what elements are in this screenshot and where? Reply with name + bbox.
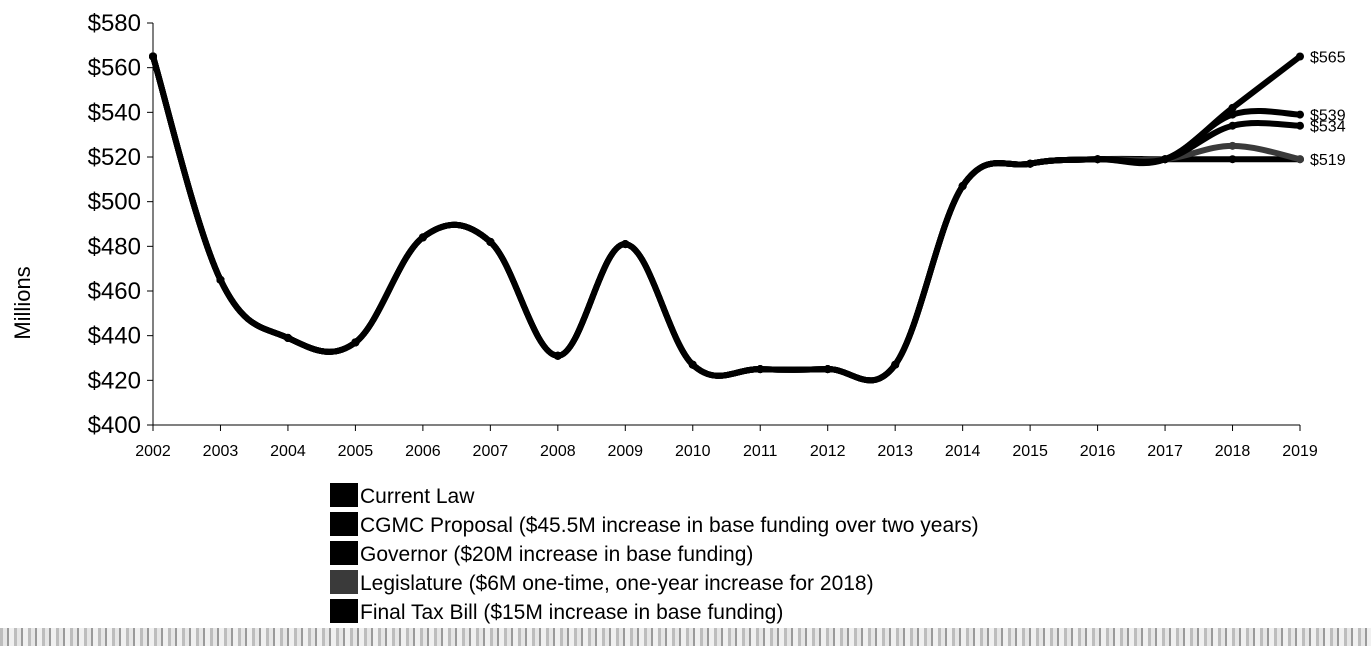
data-point <box>1296 52 1304 61</box>
x-tick-label: 2013 <box>877 443 913 460</box>
data-point <box>1228 155 1237 164</box>
y-axis: $400 $420 $440 $460 $480 $500 $520 $540 $560 $580 <box>88 10 154 439</box>
x-axis: 2002 2003 2004 2005 2006 2007 2008 2009 2010 2011… <box>135 424 1318 460</box>
data-point <box>688 360 697 369</box>
y-tick-label: $460 <box>88 278 141 305</box>
data-point <box>486 237 495 246</box>
legend-label: Legislature ($6M one-time, one-year incr… <box>360 572 874 595</box>
x-tick-label: 2011 <box>743 443 778 460</box>
x-tick-label: 2003 <box>203 443 239 460</box>
y-tick-label: $520 <box>88 144 141 171</box>
end-value-label: $539 <box>1310 108 1346 125</box>
y-tick-label: $480 <box>88 233 141 260</box>
data-point <box>283 333 292 342</box>
data-point <box>418 233 427 242</box>
data-point <box>1296 155 1304 164</box>
x-tick-label: 2015 <box>1012 443 1048 460</box>
y-tick-label: $400 <box>88 412 141 439</box>
series-3 <box>149 52 1304 384</box>
legend-swatch <box>330 541 358 565</box>
series-1 <box>149 52 1304 384</box>
legend-swatch <box>330 599 358 623</box>
y-axis-label: Millions <box>10 266 35 339</box>
data-point <box>958 182 967 191</box>
x-tick-label: 2004 <box>270 443 306 460</box>
y-tick-label: $420 <box>88 367 141 394</box>
data-point <box>216 275 225 284</box>
end-value-label: $534 <box>1310 119 1346 136</box>
y-tick-label: $500 <box>88 189 141 216</box>
series-line <box>150 53 1303 384</box>
data-point <box>553 351 562 360</box>
data-point <box>1296 110 1304 119</box>
x-tick-label: 2019 <box>1282 443 1318 460</box>
data-point <box>1228 121 1237 130</box>
data-point <box>149 52 157 61</box>
legend-item: CGMC Proposal ($45.5M increase in base f… <box>330 512 979 537</box>
x-tick-label: 2008 <box>540 443 576 460</box>
data-point <box>1228 103 1237 112</box>
y-tick-label: $580 <box>88 10 141 37</box>
legend-label: Final Tax Bill ($15M increase in base fu… <box>360 601 783 624</box>
series-2 <box>149 52 1304 384</box>
data-point <box>891 360 900 369</box>
series-4 <box>149 52 1304 384</box>
end-value-label: $565 <box>1310 50 1346 67</box>
series-layer <box>149 52 1304 384</box>
series-line <box>150 53 1303 384</box>
x-tick-label: 2018 <box>1215 443 1251 460</box>
end-labels: $565 $539$534 $519 <box>1310 50 1346 170</box>
series-0 <box>149 52 1304 384</box>
end-value-label: $519 <box>1310 152 1346 169</box>
data-point <box>1093 155 1102 164</box>
x-tick-label: 2012 <box>810 443 846 460</box>
legend-item: Final Tax Bill ($15M increase in base fu… <box>330 599 783 624</box>
x-tick-label: 2005 <box>338 443 374 460</box>
data-point <box>1228 141 1237 150</box>
x-tick-label: 2017 <box>1147 443 1183 460</box>
data-point <box>1026 159 1035 168</box>
x-tick-label: 2014 <box>945 443 981 460</box>
legend-label: Current Law <box>360 485 475 508</box>
x-tick-label: 2009 <box>607 443 643 460</box>
legend-item: Current Law <box>330 483 475 508</box>
legend-swatch <box>330 512 358 536</box>
x-tick-label: 2010 <box>675 443 711 460</box>
data-point <box>351 338 360 347</box>
legend-item: Governor ($20M increase in base funding) <box>330 541 753 566</box>
data-point <box>756 365 765 374</box>
legend-swatch <box>330 483 358 507</box>
legend: Current Law CGMC Proposal ($45.5M increas… <box>330 483 979 624</box>
data-point <box>1296 121 1304 130</box>
y-tick-label: $540 <box>88 99 141 126</box>
series-line <box>150 53 1303 384</box>
x-tick-label: 2006 <box>405 443 441 460</box>
series-line <box>150 53 1303 384</box>
x-tick-label: 2007 <box>473 443 509 460</box>
series-line <box>150 53 1303 384</box>
data-point <box>621 240 630 249</box>
legend-label: CGMC Proposal ($45.5M increase in base f… <box>360 514 979 537</box>
legend-item: Legislature ($6M one-time, one-year incr… <box>330 570 874 595</box>
y-tick-label: $560 <box>88 55 141 82</box>
x-tick-label: 2002 <box>135 443 171 460</box>
legend-swatch <box>330 570 358 594</box>
x-tick-label: 2016 <box>1080 443 1116 460</box>
scan-edge <box>0 628 1371 646</box>
legend-label: Governor ($20M increase in base funding) <box>360 543 753 566</box>
data-point <box>1161 155 1170 164</box>
y-tick-label: $440 <box>88 323 141 350</box>
data-point <box>823 365 832 374</box>
